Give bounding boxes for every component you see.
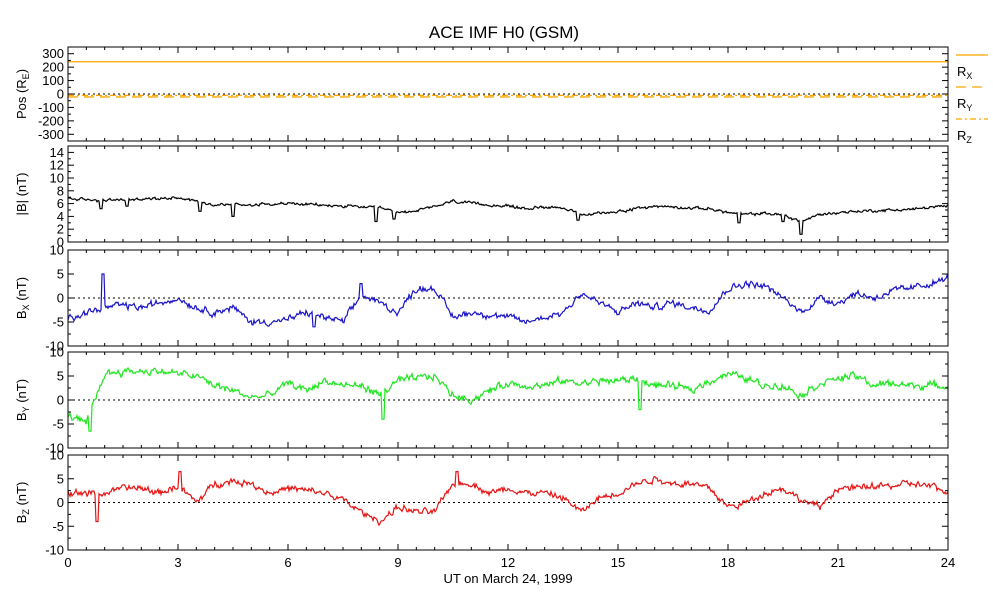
y-axis-label: |B| (nT) <box>14 173 29 216</box>
y-tick-label: -200 <box>38 113 64 128</box>
y-tick-label: 300 <box>42 46 64 61</box>
y-tick-label: 6 <box>57 196 64 211</box>
x-axis-label: UT on March 24, 1999 <box>443 571 572 586</box>
y-tick-label: 14 <box>50 145 64 160</box>
series-line-bx-0 <box>68 273 948 328</box>
y-tick-label: 100 <box>42 73 64 88</box>
y-tick-label: 12 <box>50 158 64 173</box>
panel-bz: 10 5 0 -5 -10 BZ (nT) <box>14 448 949 558</box>
x-tick-label: 24 <box>941 555 955 570</box>
y-tick-label: 5 <box>57 369 64 384</box>
y-tick-label: -5 <box>52 315 64 330</box>
legend-label-1: RY <box>957 96 972 113</box>
x-tick-label: 6 <box>284 555 291 570</box>
y-axis-label: BZ (nT) <box>14 482 31 524</box>
series-line-by-0 <box>68 366 948 432</box>
y-tick-label: -5 <box>52 519 64 534</box>
x-tick-label: 9 <box>394 555 401 570</box>
x-tick-label: 21 <box>831 555 845 570</box>
y-tick-label: 0 <box>57 495 64 510</box>
panel-frame <box>67 145 949 243</box>
legend-label-2: RZ <box>957 128 972 145</box>
y-tick-label: 10 <box>50 448 64 463</box>
y-tick-label: 0 <box>57 87 64 102</box>
x-axis: 0 3 6 9 12 15 18 21 24 <box>64 555 955 570</box>
panel-by: 10 5 0 -5 -10 BY (nT) <box>14 345 949 456</box>
y-tick-label: 200 <box>42 60 64 75</box>
y-tick-label: 2 <box>57 222 64 237</box>
legend-label-0: RX <box>957 64 972 81</box>
y-tick-label: 0 <box>57 235 64 250</box>
series-line-bmag-0 <box>68 196 948 235</box>
y-tick-label: 0 <box>57 393 64 408</box>
y-tick-label: 10 <box>50 243 64 258</box>
y-tick-label: 5 <box>57 267 64 282</box>
y-tick-label: 10 <box>50 345 64 360</box>
x-tick-label: 15 <box>611 555 625 570</box>
y-tick-label: -5 <box>52 417 64 432</box>
x-tick-label: 18 <box>721 555 735 570</box>
y-tick-label: -100 <box>38 100 64 115</box>
y-tick-label: 5 <box>57 471 64 486</box>
y-axis-label: BY (nT) <box>14 379 31 421</box>
y-tick-label: 10 <box>50 171 64 186</box>
y-tick-label: -10 <box>45 339 64 354</box>
y-tick-label: -10 <box>45 543 64 558</box>
panel-bx: 10 5 0 -5 -10 BX (nT) <box>14 243 949 354</box>
x-tick-label: 0 <box>64 555 71 570</box>
y-tick-label: 4 <box>57 209 64 224</box>
x-tick-label: 3 <box>174 555 181 570</box>
series-line-bz-0 <box>68 471 948 527</box>
chart-title: ACE IMF H0 (GSM) <box>429 23 579 42</box>
y-tick-label: 0 <box>57 291 64 306</box>
y-axis-label: BX (nT) <box>14 277 31 319</box>
y-tick-label: -10 <box>45 441 64 456</box>
y-tick-label: 8 <box>57 183 64 198</box>
position-legend: RX RY RZ <box>956 54 988 145</box>
y-tick-label: -300 <box>38 127 64 142</box>
x-tick-label: 12 <box>501 555 515 570</box>
y-axis-label: Pos (RE) <box>14 69 31 119</box>
